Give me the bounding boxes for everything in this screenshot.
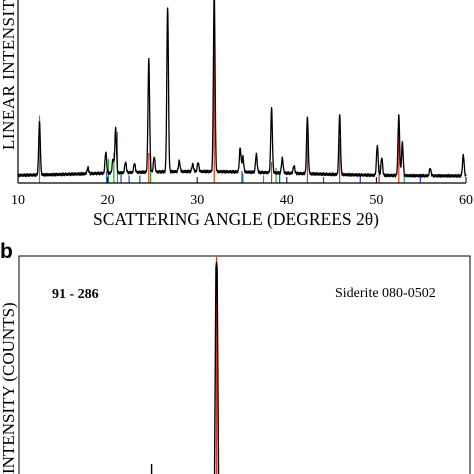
x-tick-label-10: 10: [11, 193, 25, 208]
x-tick-label-60: 60: [459, 193, 473, 208]
y-axis-label-a: LINEAR INTENSITY: [0, 0, 18, 150]
annotation-reference: Siderite 080-0502: [335, 286, 436, 301]
x-tick-label-50: 50: [369, 193, 383, 208]
plot-frame-b: [18, 255, 471, 474]
x-tick-label-40: 40: [280, 193, 294, 208]
x-axis-label-a: SCATTERING ANGLE (DEGREES 2θ): [93, 209, 379, 229]
reference-lines-a: [38, 0, 421, 183]
x-tick-labels-a: 10 20 30 40 50 60: [11, 193, 473, 208]
annotation-sample-id: 91 - 286: [52, 287, 99, 302]
panel-b: b 91 - 286 Siderite 080-0502 INTENSITY (…: [0, 240, 471, 474]
diffraction-trace-a: [17, 0, 467, 178]
panel-a: 10 20 30 40 50 60 LINEAR INTENSITY SCATTERING…: [0, 0, 473, 229]
x-tick-label-30: 30: [190, 193, 204, 208]
diffraction-trace-b: [150, 261, 220, 474]
x-tick-label-20: 20: [101, 193, 115, 208]
x-ticks-a: [17, 177, 467, 183]
panel-label-b: b: [0, 240, 13, 263]
y-axis-label-b: INTENSITY (COUNTS): [0, 302, 18, 474]
